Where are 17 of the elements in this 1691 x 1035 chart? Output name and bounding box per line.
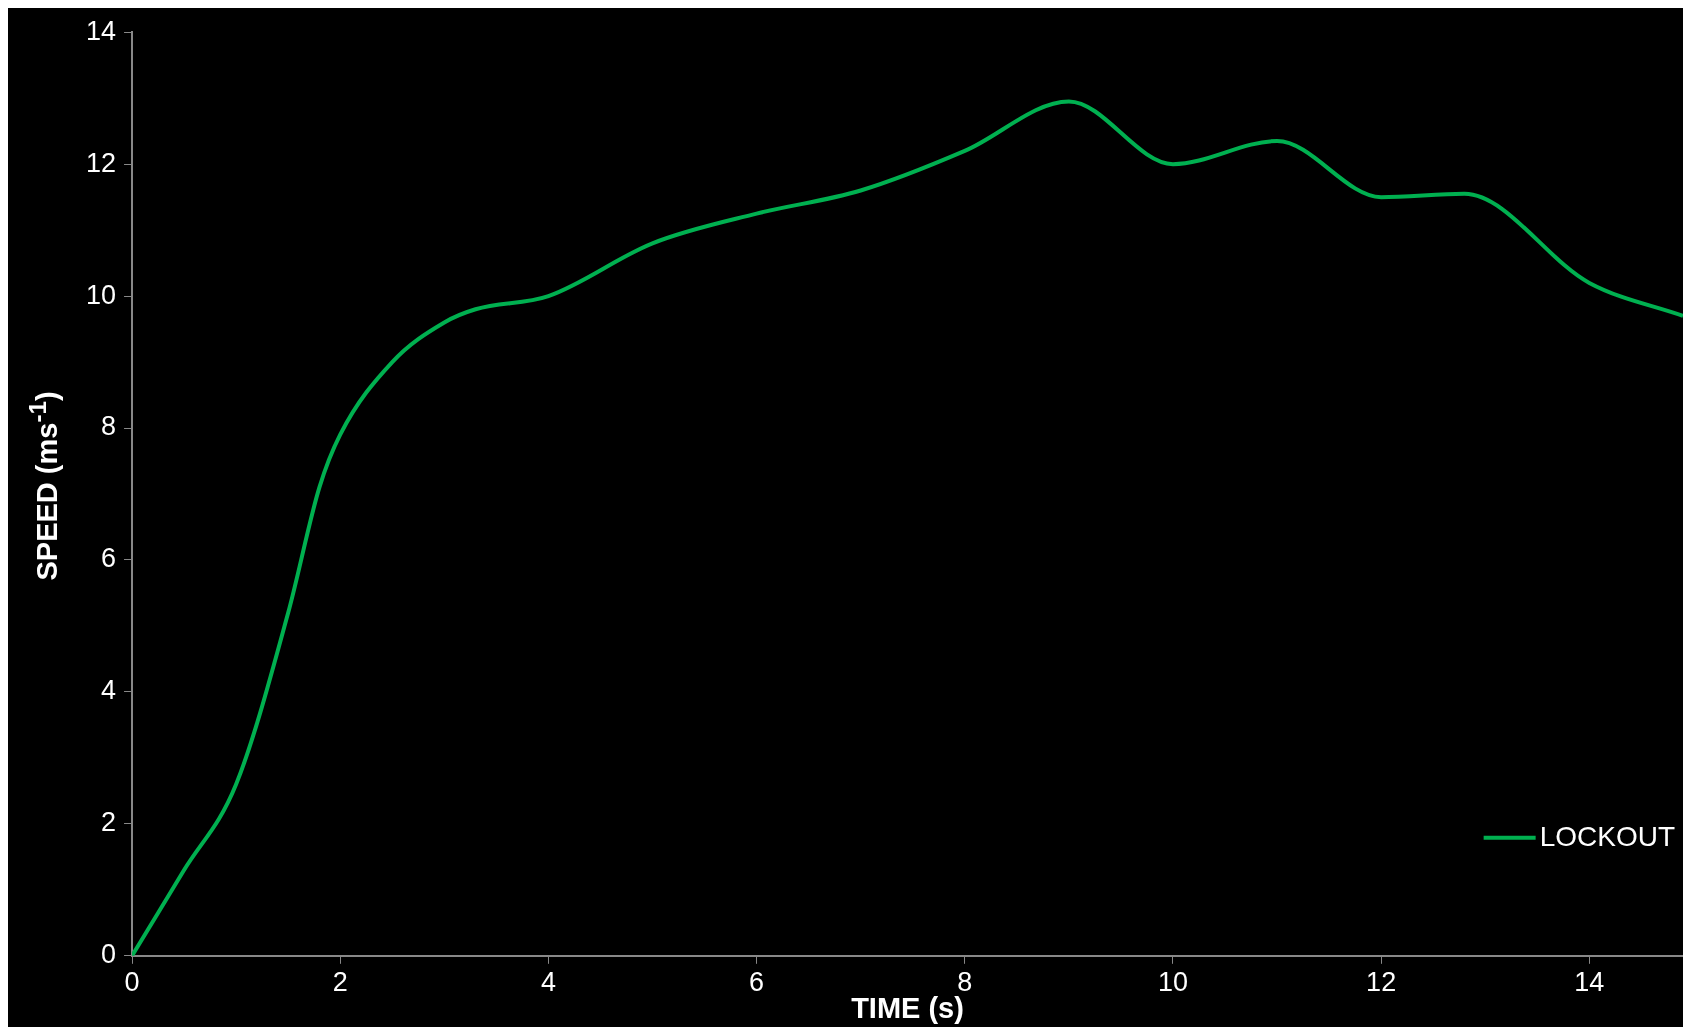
y-tick-label: 4: [101, 675, 117, 706]
x-tick-label: 12: [1366, 967, 1397, 998]
x-tick-label: 10: [1157, 967, 1188, 998]
x-tick-label: 4: [540, 967, 556, 998]
y-tick-label: 14: [85, 15, 117, 46]
y-tick-label: 0: [101, 939, 117, 970]
y-tick-label: 8: [101, 411, 117, 442]
y-tick-label: 6: [101, 543, 117, 574]
y-tick-label: 10: [85, 279, 117, 310]
x-tick-label: 6: [749, 967, 765, 998]
x-tick-label: 0: [124, 967, 140, 998]
x-tick-label: 14: [1574, 967, 1605, 998]
y-tick-label: 12: [85, 147, 117, 178]
x-tick-label: 2: [332, 967, 348, 998]
y-tick-label: 2: [101, 807, 117, 838]
x-axis-title: TIME (s): [851, 991, 964, 1024]
legend-label: LOCKOUT: [1539, 820, 1676, 852]
